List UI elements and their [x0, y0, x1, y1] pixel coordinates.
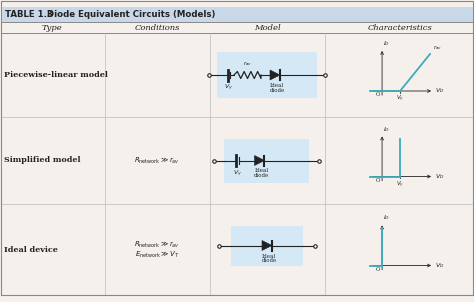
Text: Ideal: Ideal	[262, 253, 276, 259]
Text: Conditions: Conditions	[134, 24, 180, 32]
Bar	[1, 7, 473, 22]
Text: O: O	[376, 267, 380, 272]
Text: $R_{\mathrm{network}} \gg r_{av}$: $R_{\mathrm{network}} \gg r_{av}$	[134, 239, 180, 249]
Text: Ideal: Ideal	[255, 169, 269, 174]
Polygon shape	[270, 70, 280, 80]
Text: $V_{\gamma}$: $V_{\gamma}$	[233, 169, 242, 179]
Text: $I_D$: $I_D$	[383, 214, 390, 223]
Text: $V_D$: $V_D$	[435, 172, 445, 181]
Text: $E_{\mathrm{network}} \gg V_T$: $E_{\mathrm{network}} \gg V_T$	[135, 249, 179, 260]
Text: Simplified model: Simplified model	[4, 156, 81, 165]
Text: $r_{av}$: $r_{av}$	[433, 43, 442, 52]
Polygon shape	[262, 240, 272, 250]
Polygon shape	[255, 156, 264, 165]
Text: $R_{\mathrm{network}} \gg r_{av}$: $R_{\mathrm{network}} \gg r_{av}$	[134, 156, 180, 165]
Text: $V_D$: $V_D$	[435, 87, 445, 95]
Text: O: O	[376, 178, 380, 183]
Text: $r_{av}$: $r_{av}$	[243, 59, 252, 69]
Text: Type: Type	[42, 24, 63, 32]
Text: Ideal device: Ideal device	[4, 246, 58, 253]
Text: $I_D$: $I_D$	[383, 39, 390, 48]
Text: O: O	[376, 92, 380, 98]
Text: Piecewise-linear model: Piecewise-linear model	[4, 71, 108, 79]
Text: Model: Model	[254, 24, 280, 32]
Text: diode: diode	[254, 173, 269, 178]
Text: TABLE 1.3: TABLE 1.3	[5, 10, 53, 19]
Bar	[225, 139, 310, 182]
Text: Characteristics: Characteristics	[368, 24, 432, 32]
Text: diode: diode	[261, 258, 277, 263]
Text: $I_D$: $I_D$	[383, 125, 390, 133]
Text: $V_{\gamma}$: $V_{\gamma}$	[396, 179, 404, 190]
Text: Ideal: Ideal	[270, 83, 284, 88]
Text: Diode Equivalent Circuits (Models): Diode Equivalent Circuits (Models)	[44, 10, 215, 19]
Text: $V_{\gamma}$: $V_{\gamma}$	[225, 83, 234, 93]
Bar	[231, 226, 303, 265]
Text: $V_D$: $V_D$	[435, 261, 445, 270]
Text: diode: diode	[269, 88, 284, 92]
Text: $V_{\gamma}$: $V_{\gamma}$	[396, 94, 404, 104]
Bar	[217, 52, 317, 98]
